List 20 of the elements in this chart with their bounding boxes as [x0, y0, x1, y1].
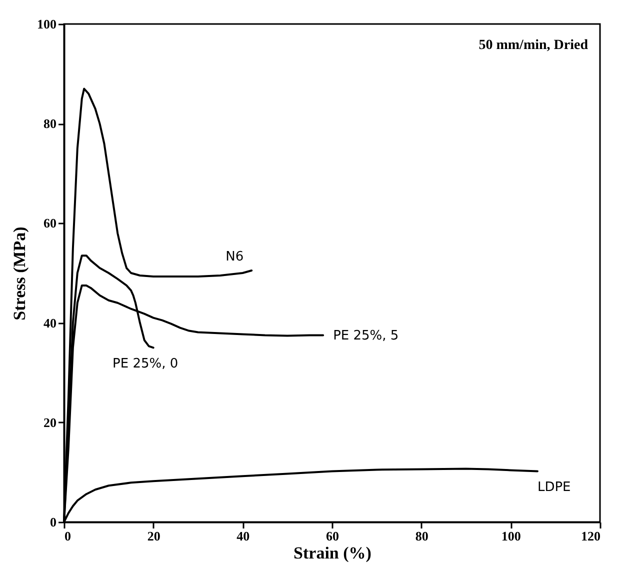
- series-label: PE 25%, 5: [333, 328, 399, 344]
- x-tick-label: 60: [326, 528, 339, 544]
- y-tick-label: 40: [44, 315, 56, 330]
- y-tick-label: 20: [44, 414, 56, 430]
- x-tick-label: 80: [415, 528, 428, 544]
- annotation: 50 mm/min, Dried: [478, 38, 588, 53]
- x-tick-label: 100: [501, 528, 521, 544]
- y-axis-title: Stress (MPa): [10, 226, 29, 320]
- y-tick-label: 80: [44, 116, 56, 132]
- x-tick-label: 0: [64, 528, 71, 544]
- series-label: N6: [226, 250, 244, 265]
- x-tick-label: 20: [147, 528, 160, 544]
- x-tick-label: 40: [236, 528, 250, 544]
- y-tick-label: 0: [50, 514, 56, 530]
- series-label: LDPE: [537, 480, 571, 496]
- series-label: PE 25%, 0: [112, 356, 178, 372]
- x-axis-title: Strain (%): [294, 544, 372, 562]
- x-tick-label: 120: [581, 528, 600, 544]
- y-tick-label: 60: [44, 216, 56, 231]
- y-tick-label: 100: [37, 16, 56, 32]
